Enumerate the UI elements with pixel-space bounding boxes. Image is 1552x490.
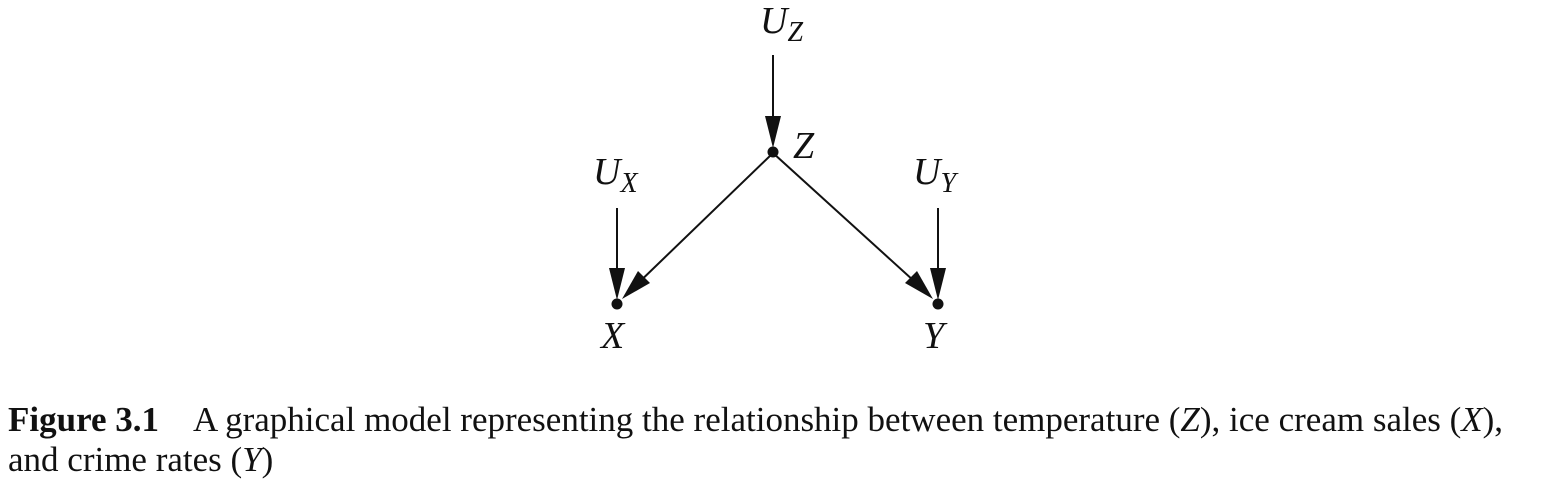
- edge-z-to-y-arrowhead: [905, 271, 933, 299]
- caption-text-3: ), and crime rates (: [8, 400, 1504, 479]
- caption-text-2: ), ice cream sales (: [1199, 400, 1462, 439]
- edge-z-to-x-arrowhead: [622, 271, 650, 299]
- caption-var-y: Y: [242, 440, 262, 479]
- edge-uy-to-y-arrowhead: [930, 268, 946, 300]
- caption-var-x: X: [1461, 400, 1483, 439]
- node-dot-y: [932, 298, 944, 310]
- node-label-z: Z: [793, 125, 815, 167]
- edge-z-to-y: [772, 152, 926, 292]
- node-dot-z: [767, 146, 779, 158]
- node-label-y: Y: [923, 315, 948, 357]
- node-label-ux-base: U: [593, 151, 623, 193]
- node-label-ux: UX: [593, 151, 638, 199]
- edge-z-to-x: [629, 152, 774, 292]
- node-label-uz-base: U: [760, 0, 790, 42]
- edge-ux-to-x-arrowhead: [609, 268, 625, 300]
- caption-text-1: A graphical model representing the relat…: [193, 400, 1181, 439]
- figure-number: Figure 3.1: [8, 400, 160, 439]
- node-label-uy: UY: [913, 151, 959, 199]
- figure-caption: Figure 3.1 A graphical model representing…: [8, 400, 1548, 480]
- caption-text-4: ): [261, 440, 274, 479]
- node-label-uy-sub: Y: [940, 168, 959, 199]
- caption-var-z: Z: [1180, 400, 1200, 439]
- node-label-x: X: [599, 315, 626, 357]
- causal-diagram: UZ Z UX UY X Y: [593, 0, 959, 357]
- edge-uz-to-z-arrowhead: [765, 116, 781, 148]
- node-label-uy-base: U: [913, 151, 943, 193]
- node-label-uz-sub: Z: [787, 17, 803, 48]
- node-label-uz: UZ: [760, 0, 803, 48]
- node-label-ux-sub: X: [619, 168, 638, 199]
- node-dot-x: [611, 298, 623, 310]
